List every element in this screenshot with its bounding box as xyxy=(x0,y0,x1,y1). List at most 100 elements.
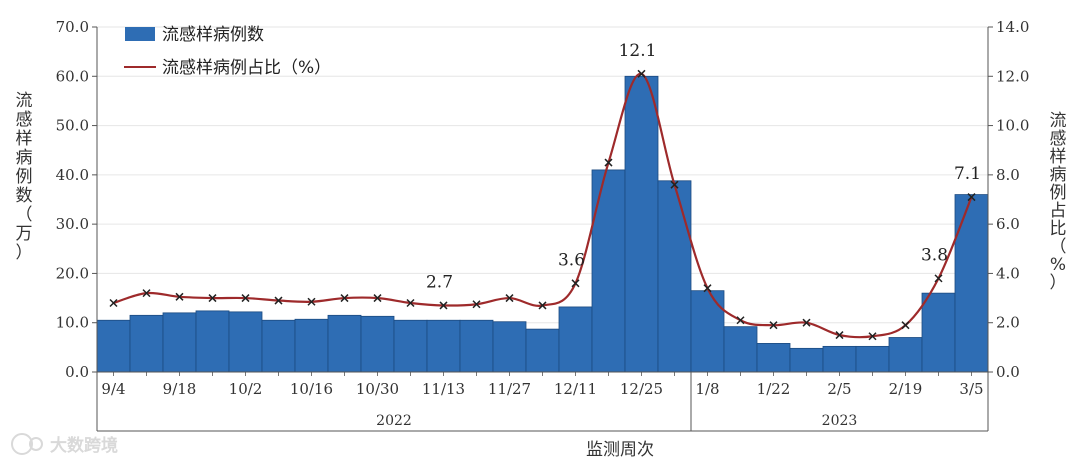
x-tick-label: 10/30 xyxy=(356,380,399,398)
x-tick-label: 12/25 xyxy=(620,380,663,398)
y-axis-left-title-char: 感 xyxy=(16,110,33,130)
y-axis-right-title-char: 占 xyxy=(1050,201,1067,221)
y-axis-left-title-char: ） xyxy=(16,243,33,263)
y-axis-right-title: 流感样病例占比（%） xyxy=(1050,111,1067,293)
line-point-stroke xyxy=(340,294,349,303)
line-point-stroke xyxy=(967,193,976,202)
y-axis-right-title-char: 例 xyxy=(1050,183,1067,203)
line-point xyxy=(538,301,547,310)
line-point-stroke xyxy=(736,316,745,325)
left-tick-label: 30.0 xyxy=(56,215,89,233)
right-tick-label: 12.0 xyxy=(996,67,1029,85)
line-point-stroke xyxy=(472,300,481,309)
line-point-stroke xyxy=(571,279,580,288)
line-point-stroke xyxy=(175,292,184,301)
data-label: 12.1 xyxy=(619,41,657,61)
year-label: 2023 xyxy=(822,413,858,429)
data-label: 2.7 xyxy=(426,272,453,292)
line-point-stroke xyxy=(142,289,151,298)
bar xyxy=(591,169,626,373)
bar xyxy=(459,319,494,373)
right-tick-label: 14.0 xyxy=(996,18,1029,36)
line-point-stroke xyxy=(439,301,448,310)
line-point xyxy=(109,298,118,308)
bar xyxy=(954,194,989,373)
right-tick-label: 8.0 xyxy=(996,166,1020,184)
line-point xyxy=(439,301,448,310)
line-point-stroke xyxy=(241,294,250,303)
y-axis-left-title-char: 样 xyxy=(16,129,33,149)
line-point xyxy=(307,297,316,306)
line-point xyxy=(703,284,712,293)
left-tick-label: 50.0 xyxy=(56,117,89,135)
watermark-text: 大数跨境 xyxy=(50,435,118,456)
x-tick-label: 11/27 xyxy=(488,380,531,398)
line-point xyxy=(769,321,778,330)
x-tick-label: 2/19 xyxy=(889,380,923,398)
bar xyxy=(327,314,362,373)
line-point xyxy=(670,180,679,189)
line-point xyxy=(868,332,877,341)
line-point xyxy=(505,294,514,303)
line-point xyxy=(967,193,976,202)
y-axis-left-title-char: 数 xyxy=(16,186,33,206)
line-point xyxy=(604,158,613,167)
line-point-stroke xyxy=(934,274,943,283)
legend-line-label: 流感样病例占比（%） xyxy=(162,58,331,78)
watermark: 大数跨境 xyxy=(11,433,118,456)
x-tick-label: 12/11 xyxy=(554,380,597,398)
line-point xyxy=(637,69,646,78)
y-axis-right-title-char: 病 xyxy=(1050,165,1067,185)
line-point xyxy=(901,321,910,330)
line-point-stroke xyxy=(505,294,514,303)
y-axis-left-title-char: （ xyxy=(16,205,33,225)
bar xyxy=(525,328,560,373)
left-tick-label: 20.0 xyxy=(56,264,89,282)
line-point-stroke xyxy=(538,301,547,310)
left-tick-label: 10.0 xyxy=(56,314,89,332)
y-axis-right-title-char: 感 xyxy=(1050,129,1067,149)
y-axis-right-title-char: （ xyxy=(1050,237,1067,257)
bar xyxy=(360,315,395,373)
line-point-stroke xyxy=(208,294,217,303)
y-axis-right-title-char: ） xyxy=(1050,273,1067,293)
line-point-stroke xyxy=(802,318,811,327)
right-tick-label: 0.0 xyxy=(996,363,1020,381)
data-label: 3.8 xyxy=(921,245,948,265)
y-axis-right-title-char: % xyxy=(1050,255,1066,275)
line-point xyxy=(406,298,415,308)
year-label: 2022 xyxy=(376,413,412,429)
bar xyxy=(657,180,692,373)
bar xyxy=(756,343,791,373)
line-point-stroke xyxy=(769,321,778,330)
bar xyxy=(888,337,923,373)
bar xyxy=(129,314,164,373)
line-point-stroke xyxy=(307,297,316,306)
legend: 流感样病例数 流感样病例占比（%） xyxy=(124,25,331,78)
x-tick-label: 10/2 xyxy=(229,380,263,398)
y-axis-left-title-char: 例 xyxy=(16,167,33,187)
legend-bar-swatch xyxy=(125,27,155,41)
x-tick-label: 11/13 xyxy=(422,380,465,398)
x-axis-title: 监测周次 xyxy=(586,440,654,460)
line-point-stroke xyxy=(604,158,613,167)
x-tick-label: 1/22 xyxy=(757,380,791,398)
line-point xyxy=(571,279,580,288)
line-point-stroke xyxy=(637,69,646,78)
bar xyxy=(690,290,725,373)
bar xyxy=(921,292,956,373)
x-tick-label: 2/5 xyxy=(827,380,851,398)
bar xyxy=(492,321,527,373)
x-tick-label: 3/5 xyxy=(959,380,983,398)
line-point-stroke xyxy=(835,331,844,340)
line-point xyxy=(373,294,382,303)
line-point-stroke xyxy=(274,296,283,305)
watermark-logo xyxy=(11,433,33,455)
line-point xyxy=(934,274,943,283)
line-point-stroke xyxy=(868,332,877,341)
line-point xyxy=(175,292,184,301)
line-point xyxy=(208,294,217,303)
watermark-logo-dot xyxy=(29,437,43,451)
data-label: 3.6 xyxy=(558,250,585,270)
